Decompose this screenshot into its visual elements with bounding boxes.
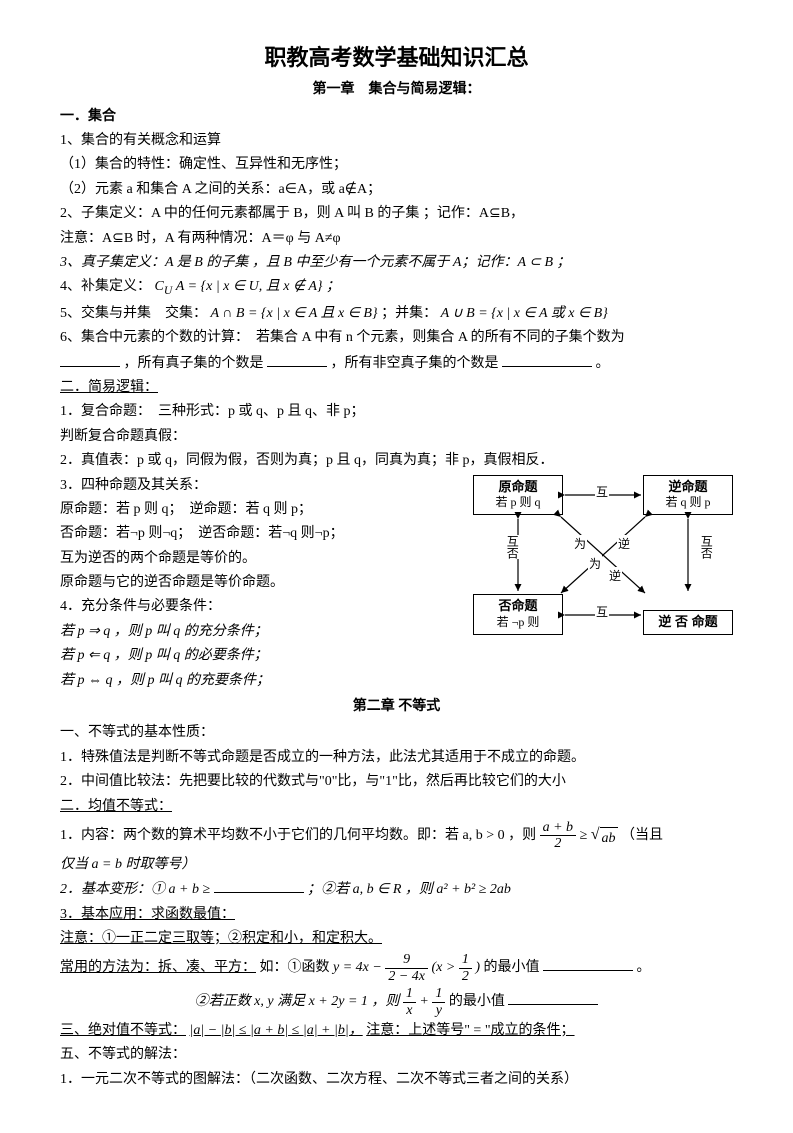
edge-label: 逆 [617, 535, 631, 554]
text-line: 五、不等式的解法： [60, 1044, 733, 1066]
fraction: 1 x [403, 986, 416, 1018]
text-line: 3、真子集定义：A 是 B 的子集 ，且 B 中至少有一个元素不属于 A；记作：… [60, 252, 733, 274]
text-line: 2．中间值比较法：先把要比较的代数式与"0"比，与"1"比，然后再比较它们的大小 [60, 771, 733, 793]
text: ，所有非空真子集的个数是 [331, 356, 499, 371]
text-line: 1．一元二次不等式的图解法：（二次函数、二次方程、二次不等式三者之间的关系） [60, 1069, 733, 1091]
fill-blank[interactable] [543, 956, 633, 971]
text-line: 5、交集与并集 交集： A ∩ B = {x | x ∈ A 且 x ∈ B} … [60, 303, 733, 325]
text-line: 仅当 a = b 时取等号） [60, 854, 733, 876]
proposition-diagram: 原命题 若 p 则 q 逆命题 若 q 则 p 否命题 若 ¬p 则 逆 否 命… [473, 475, 733, 635]
text-line: 1、集合的有关概念和运算 [60, 130, 733, 152]
edge-label: 为 [573, 535, 587, 554]
text-line: 1．内容：两个数的算术平均数不小于它们的几何平均数。即：若 a, b > 0 ，… [60, 820, 733, 852]
paren: ) [475, 960, 480, 975]
text-line: 1．特殊值法是判断不等式命题是否成立的一种方法，此法尤其适用于不成立的命题。 [60, 747, 733, 769]
page-title: 职教高考数学基础知识汇总 [60, 40, 733, 75]
text-line: 6、集合中元素的个数的计算： 若集合 A 中有 n 个元素，则集合 A 的所有不… [60, 327, 733, 349]
chapter-2-heading: 第二章 不等式 [60, 696, 733, 718]
text: 三、绝对值不等式： [60, 1023, 186, 1038]
fill-blank[interactable] [60, 352, 120, 367]
text: ；并集： [381, 306, 437, 321]
edge-label: 互否 [501, 535, 522, 559]
text: 如：①函数 [260, 960, 334, 975]
text-line: 注意：A⊆B 时，A 有两种情况：A＝φ 与 A≠φ [60, 228, 733, 250]
text: 常用的方法为：拆、凑、平方： [60, 960, 256, 975]
text: ；②若 a, b ∈ R ，则 a² + b² ≥ 2ab [307, 882, 511, 897]
text-line: ，所有真子集的个数是 ，所有非空真子集的个数是 。 [60, 352, 733, 375]
section-2-head: 二．简易逻辑： [60, 377, 733, 399]
text-line: 2、子集定义：A 中的任何元素都属于 B，则 A 叫 B 的子集 ；记作：A⊆B… [60, 203, 733, 225]
fraction: 1 2 [459, 952, 472, 984]
geq: ≥ [580, 828, 591, 843]
edge-label: 互否 [695, 535, 716, 559]
text: 注意：上述等号" = "成立的条件； [366, 1023, 574, 1038]
math-c: CU [155, 279, 173, 294]
math-expr: A ∩ B = {x | x ∈ A 且 x ∈ B} [211, 306, 378, 321]
fraction: 1 y [432, 986, 445, 1018]
math-expr: y = 4x − [333, 960, 385, 975]
math-expr: A = {x | x ∈ U, 且 x ∉ A} ； [176, 279, 340, 294]
math-expr: A ∪ B = {x | x ∈ A 或 x ∈ B} [441, 306, 608, 321]
text-line: （2）元素 a 和集合 A 之间的关系：a∈A，或 a∉A； [60, 179, 733, 201]
text: 的最小值 [449, 994, 505, 1009]
text: 仅当 a = b 时取等号） [60, 857, 195, 872]
chapter-1-heading: 第一章 集合与简易逻辑： [60, 79, 733, 101]
text: 1．内容：两个数的算术平均数不小于它们的几何平均数。即：若 a, b > 0 ，… [60, 828, 540, 843]
text-line: 三、绝对值不等式： |a| − |b| ≤ |a + b| ≤ |a| + |b… [60, 1020, 733, 1042]
edge-label: 互 [595, 483, 609, 502]
text-line: 注意：①一正二定三取等；②积定和小，和定积大。 [60, 928, 733, 950]
section-1-head: 一．集合 [60, 106, 733, 128]
sqrt: √ab [591, 827, 618, 850]
fill-blank[interactable] [508, 990, 598, 1005]
fill-blank[interactable] [267, 352, 327, 367]
text: （当且 [621, 828, 663, 843]
paren: (x > [432, 960, 459, 975]
text-line: 4、补集定义： CU A = {x | x ∈ U, 且 x ∉ A} ； [60, 276, 733, 300]
plus: + [419, 994, 432, 1009]
text-line: 常用的方法为：拆、凑、平方： 如：①函数 y = 4x − 9 2 − 4x (… [60, 952, 733, 984]
fill-blank[interactable] [502, 352, 592, 367]
text-line: 1．复合命题： 三种形式：p 或 q、p 且 q、非 p； [60, 401, 733, 423]
text-line: 若 p ⇐ q ，则 p 叫 q 的必要条件； [60, 645, 733, 667]
text: 。 [596, 356, 610, 371]
text: 6、集合中元素的个数的计算： 若集合 A 中有 n 个元素，则集合 A 的所有不… [60, 330, 625, 345]
text-line: 一、不等式的基本性质： [60, 722, 733, 744]
math-expr: |a| − |b| ≤ |a + b| ≤ |a| + |b|， [190, 1023, 363, 1038]
edge-label: 逆 [608, 567, 622, 586]
text: 3、真子集定义：A 是 B 的子集 ，且 B 中至少有一个元素不属于 A；记作：… [60, 255, 571, 270]
text: ②若正数 x, y 满足 x + 2y = 1 ，则 [195, 994, 403, 1009]
fraction: a + b 2 [540, 820, 576, 852]
fill-blank[interactable] [214, 878, 304, 893]
edge-label: 互 [595, 603, 609, 622]
text-line: （1）集合的特性：确定性、互异性和无序性； [60, 154, 733, 176]
text: 。 [637, 960, 651, 975]
fraction: 9 2 − 4x [385, 952, 428, 984]
text: 的最小值 [484, 960, 540, 975]
text: 5、交集与并集 交集： [60, 306, 207, 321]
text-line: 判断复合命题真假： [60, 426, 733, 448]
edge-label: 为 [588, 555, 602, 574]
text-line: ②若正数 x, y 满足 x + 2y = 1 ，则 1 x + 1 y 的最小… [60, 986, 733, 1018]
text-line: 3．基本应用：求函数最值： [60, 904, 733, 926]
text-line: 2．基本变形：① a + b ≥ ；②若 a, b ∈ R ，则 a² + b²… [60, 878, 733, 901]
text-line: 二．均值不等式： [60, 796, 733, 818]
text: 4、补集定义： [60, 279, 151, 294]
text: 2．基本变形：① a + b ≥ [60, 882, 214, 897]
text-line: 若 p ⇔ q ，则 p 叫 q 的充要条件； [60, 670, 733, 692]
text: ，所有真子集的个数是 [124, 356, 264, 371]
text-line: 2．真值表：p 或 q，同假为假，否则为真；p 且 q，同真为真；非 p，真假相… [60, 450, 733, 472]
